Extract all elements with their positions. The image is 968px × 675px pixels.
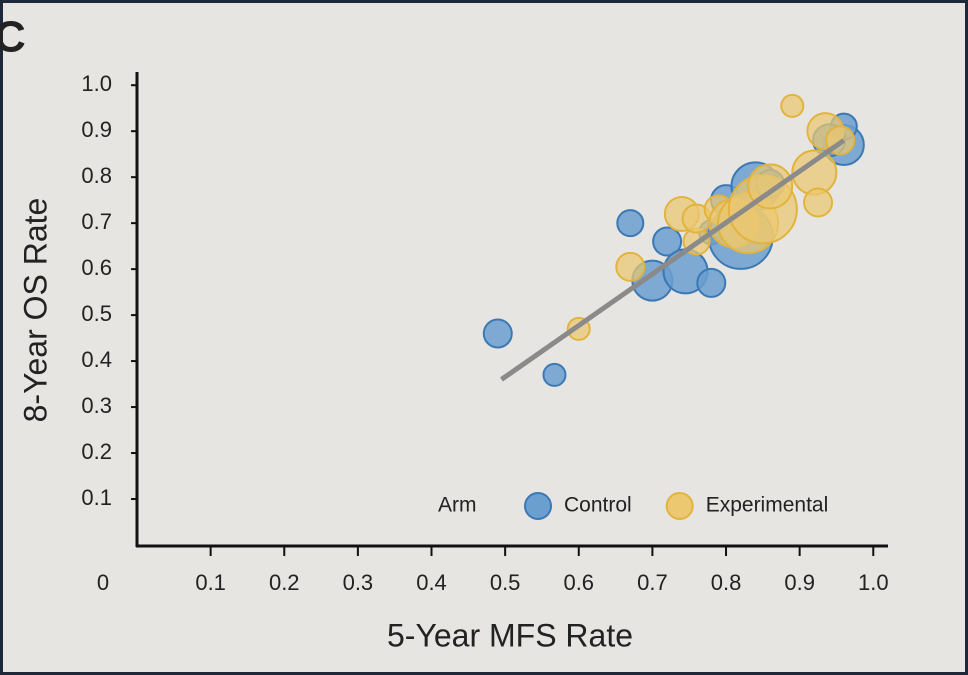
y-axis-label: 8-Year OS Rate bbox=[17, 198, 53, 423]
bubble bbox=[652, 226, 683, 257]
bubble bbox=[615, 251, 646, 282]
x-tick-label: 0.8 bbox=[711, 570, 742, 595]
x-tick-label: 0.1 bbox=[195, 570, 226, 595]
y-tick-label: 0.2 bbox=[81, 439, 112, 464]
bubble bbox=[696, 267, 727, 298]
y-tick-label: 0.9 bbox=[81, 117, 112, 142]
x-tick-label: 0.3 bbox=[343, 570, 374, 595]
bubble bbox=[482, 318, 513, 349]
bubble bbox=[803, 187, 834, 218]
y-tick-label: 0.8 bbox=[81, 163, 112, 188]
panel-label: C bbox=[0, 13, 26, 62]
y-tick-label: 0.5 bbox=[81, 301, 112, 326]
x-axis-label: 5-Year MFS Rate bbox=[387, 617, 633, 653]
x-tick-label: 0 bbox=[97, 570, 109, 595]
x-tick-label: 0.5 bbox=[490, 570, 521, 595]
y-tick-label: 0.7 bbox=[81, 209, 112, 234]
x-tick-label: 0.6 bbox=[563, 570, 594, 595]
y-tick-label: 1.0 bbox=[81, 71, 112, 96]
y-tick-label: 0.4 bbox=[81, 347, 112, 372]
legend-swatch bbox=[524, 492, 552, 520]
y-tick-label: 0.1 bbox=[81, 485, 112, 510]
bubble bbox=[542, 362, 567, 387]
legend-swatch bbox=[665, 492, 694, 520]
legend-label: Control bbox=[564, 494, 632, 517]
x-tick-label: 0.4 bbox=[416, 570, 447, 595]
x-tick-label: 0.9 bbox=[784, 570, 815, 595]
y-tick-label: 0.6 bbox=[81, 255, 112, 280]
y-tick-label: 0.3 bbox=[81, 393, 112, 418]
x-tick-label: 0.2 bbox=[269, 570, 300, 595]
legend-title: Arm bbox=[438, 494, 477, 517]
legend-label: Experimental bbox=[706, 494, 829, 517]
x-tick-label: 1.0 bbox=[858, 570, 889, 595]
bubble bbox=[616, 209, 645, 238]
trend-line bbox=[500, 138, 846, 382]
bubble bbox=[780, 93, 805, 118]
x-tick-label: 0.7 bbox=[637, 570, 668, 595]
